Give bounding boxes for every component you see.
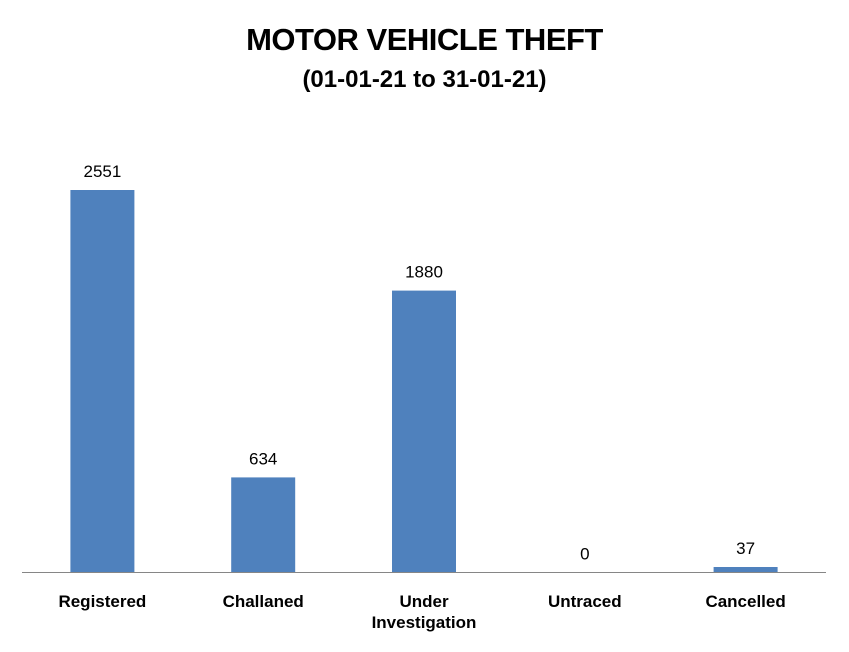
chart-title: MOTOR VEHICLE THEFT [246,22,603,57]
bar-under-investigation [392,290,456,573]
data-label-under-investigation: 1880 [405,263,443,282]
x-tick-label-untraced: Untraced [548,592,622,611]
data-label-registered: 2551 [83,162,121,181]
data-label-cancelled: 37 [736,539,755,558]
x-tick-label-under-investigation: Under Investigation [372,592,477,632]
x-tick-label-cancelled: Cancelled [705,592,785,611]
x-tick-label-challaned: Challaned [223,592,304,611]
bar-registered [70,190,135,573]
bar-challaned [231,477,296,573]
bar-cancelled [713,567,778,573]
x-tick-label-registered: Registered [58,592,146,611]
data-label-untraced: 0 [580,545,589,564]
data-label-challaned: 634 [249,449,277,468]
chart-subtitle: (01-01-21 to 31-01-21) [302,66,547,93]
